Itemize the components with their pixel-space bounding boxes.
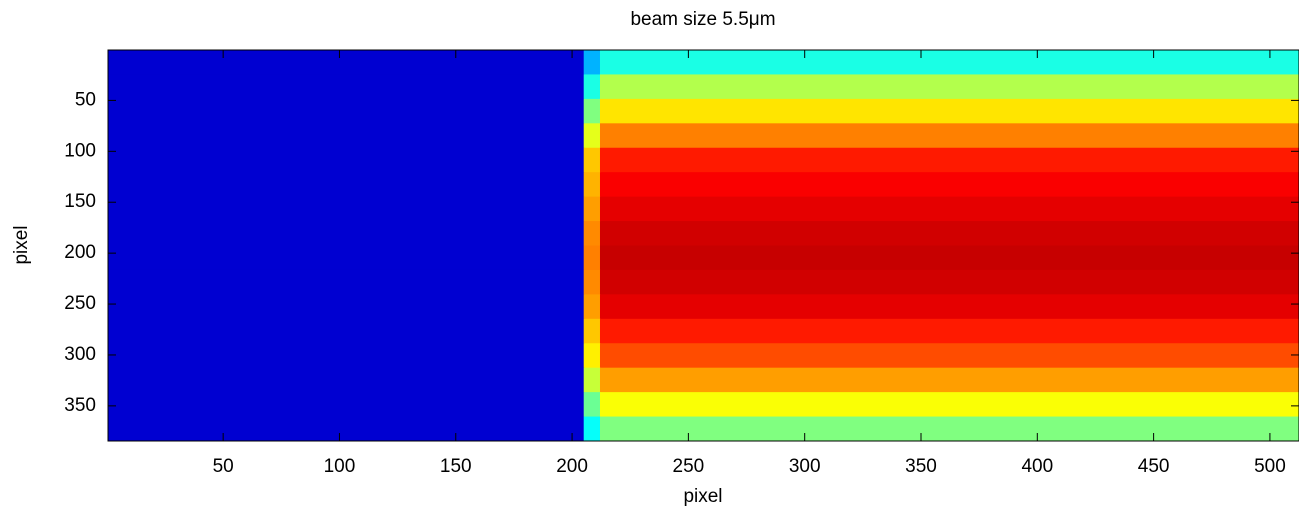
heat-cell: [583, 172, 601, 198]
heat-cell: [583, 343, 601, 369]
y-axis-label: pixel: [11, 225, 32, 264]
heat-cell: [108, 416, 585, 442]
heat-cell: [583, 318, 601, 344]
x-tick-label: 450: [1138, 456, 1170, 477]
heat-cell: [599, 98, 1299, 124]
heat-cell: [599, 147, 1299, 173]
heat-cell: [583, 123, 601, 149]
y-tick-label: 300: [64, 344, 96, 365]
heat-cell: [108, 269, 585, 295]
heat-cell: [583, 245, 601, 271]
y-tick-label: 150: [64, 191, 96, 212]
heat-cell: [108, 367, 585, 393]
x-tick-label: 50: [213, 456, 234, 477]
x-tick-label: 500: [1254, 456, 1286, 477]
heat-cell: [599, 196, 1299, 222]
heat-cell: [583, 147, 601, 173]
heat-cell: [108, 50, 585, 75]
heat-cell: [599, 172, 1299, 198]
axes: 50 100 150 200 250 300 350 400 450 500 50 100 150 200…: [64, 49, 1299, 477]
heat-cell: [583, 50, 601, 75]
heat-cell: [108, 245, 585, 271]
heat-cell: [108, 318, 585, 344]
heat-cell: [599, 245, 1299, 271]
heat-cell: [583, 392, 601, 418]
heat-cell: [108, 221, 585, 246]
x-tick-label: 350: [905, 456, 937, 477]
x-tick-label: 150: [440, 456, 472, 477]
heat-cell: [108, 123, 585, 149]
heat-cell: [599, 221, 1299, 246]
x-tick-label: 400: [1021, 456, 1053, 477]
x-tick-label: 250: [673, 456, 705, 477]
x-axis-label: pixel: [683, 486, 722, 507]
heat-cell: [108, 343, 585, 369]
heat-cell: [599, 50, 1299, 75]
heatmap: [108, 50, 1299, 442]
heat-cell: [108, 196, 585, 222]
heat-cell: [599, 367, 1299, 393]
heat-cell: [583, 74, 601, 100]
heat-cell: [583, 367, 601, 393]
y-tick-label: 100: [64, 140, 96, 161]
axes-box: [107, 49, 1299, 442]
x-tick-label: 100: [324, 456, 356, 477]
heat-cell: [583, 196, 601, 222]
y-tick-label: 200: [64, 242, 96, 263]
y-tick-label: 50: [75, 89, 96, 110]
heat-cell: [108, 98, 585, 124]
heat-cell: [583, 416, 601, 442]
heat-cell: [583, 98, 601, 124]
heat-cell: [108, 172, 585, 198]
x-tick-label: 200: [556, 456, 588, 477]
heat-cell: [599, 392, 1299, 418]
heat-cell: [599, 318, 1299, 344]
heat-cell: [108, 294, 585, 320]
heat-cell: [599, 416, 1299, 442]
heat-cell: [599, 269, 1299, 295]
heat-cell: [108, 147, 585, 173]
heat-cell: [583, 269, 601, 295]
y-tick-label: 350: [64, 395, 96, 416]
heat-cell: [108, 74, 585, 100]
heat-cell: [583, 221, 601, 246]
x-tick-label: 300: [789, 456, 821, 477]
heat-cell: [108, 392, 585, 418]
heat-cell: [599, 343, 1299, 369]
heat-cell: [599, 74, 1299, 100]
y-tick-label: 250: [64, 293, 96, 314]
heat-cell: [583, 294, 601, 320]
heat-cell: [599, 294, 1299, 320]
chart-title: beam size 5.5μm: [630, 9, 775, 30]
heat-cell: [599, 123, 1299, 149]
